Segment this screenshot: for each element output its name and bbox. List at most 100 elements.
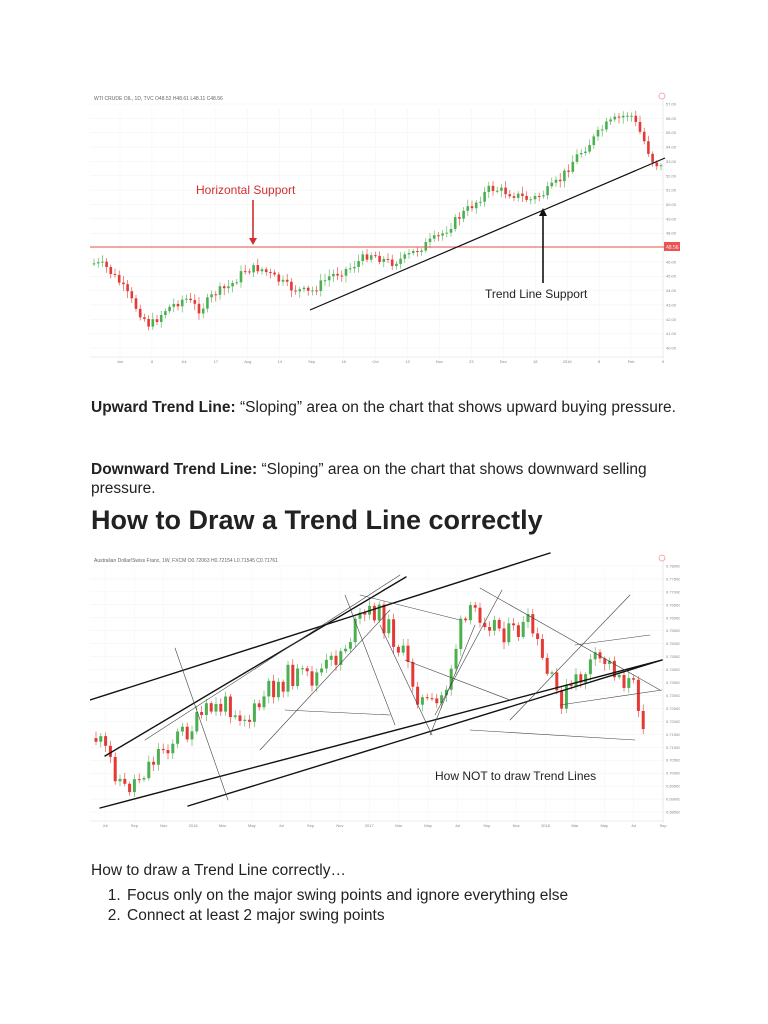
candle xyxy=(636,679,640,712)
candle xyxy=(238,715,242,721)
candle xyxy=(195,712,199,732)
candle xyxy=(185,298,188,300)
candle xyxy=(305,668,309,672)
candle xyxy=(222,286,226,289)
candle xyxy=(407,253,411,255)
y-tick-label: 0.75500 xyxy=(666,628,680,633)
candle xyxy=(479,201,482,203)
candle xyxy=(320,668,324,673)
trend-line-support-label: Trend Line Support xyxy=(485,287,588,301)
candle xyxy=(168,306,171,312)
y-tick-label: 51.00 xyxy=(666,188,677,193)
candle xyxy=(458,217,461,219)
x-tick-label: Sep xyxy=(308,359,316,364)
y-tick-label: 0.74000 xyxy=(666,667,680,672)
candle xyxy=(267,680,271,697)
candle xyxy=(592,136,596,146)
candle xyxy=(344,269,348,276)
y-tick-label: 0.72500 xyxy=(666,706,680,711)
candle xyxy=(193,300,197,304)
candle xyxy=(358,612,362,619)
candle xyxy=(555,672,559,691)
candle xyxy=(464,618,468,621)
candle xyxy=(231,282,234,287)
candle xyxy=(156,748,160,765)
y-tick-label: 54.00 xyxy=(666,145,677,150)
candle xyxy=(609,119,612,122)
candle xyxy=(310,671,314,686)
candle xyxy=(444,689,448,696)
candle xyxy=(152,761,156,765)
candle xyxy=(260,269,264,272)
y-tick-label: 0.70500 xyxy=(666,758,680,763)
crude-oil-chart-svg: Horizontal Support Trend Line Support WT… xyxy=(90,88,680,370)
candle xyxy=(290,281,293,291)
y-tick-label: 45.00 xyxy=(666,274,677,279)
y-tick-label: 42.00 xyxy=(666,317,677,322)
candle xyxy=(281,681,285,692)
candle xyxy=(449,668,453,690)
candle xyxy=(123,778,127,784)
candle xyxy=(588,659,592,675)
candle xyxy=(399,258,402,264)
candle xyxy=(92,263,96,265)
x-tick-label: 16 xyxy=(341,359,346,364)
candle xyxy=(180,299,184,307)
x-tick-label: Nov xyxy=(436,359,443,364)
candle xyxy=(248,719,252,722)
y-tick-label: 46.00 xyxy=(666,259,677,264)
x-tick-label: May xyxy=(248,823,256,828)
candle xyxy=(166,750,170,754)
candle xyxy=(508,194,512,197)
trend-line xyxy=(574,634,651,646)
candle xyxy=(495,190,499,192)
y-tick-label: 40.00 xyxy=(666,346,677,351)
candle xyxy=(617,116,621,118)
upward-trend-line-body: “Sloping” area on the chart that shows u… xyxy=(235,398,676,416)
candle xyxy=(96,262,100,264)
candle xyxy=(159,314,163,322)
candle xyxy=(459,618,463,649)
candle xyxy=(579,674,583,683)
x-tick-label: Jul xyxy=(631,823,636,828)
candle xyxy=(571,161,575,172)
candle xyxy=(491,185,495,191)
candle xyxy=(319,280,323,292)
x-tick-label: Nov xyxy=(336,823,343,828)
candle xyxy=(126,284,129,292)
candle xyxy=(300,668,304,670)
candle xyxy=(104,736,108,746)
candle xyxy=(218,286,222,295)
candle xyxy=(507,623,511,643)
candle xyxy=(531,614,535,634)
candle xyxy=(327,276,331,281)
candle xyxy=(176,731,180,744)
candle xyxy=(512,196,516,198)
y-tick-label: 0.70000 xyxy=(666,771,680,776)
candle xyxy=(596,129,600,137)
candle xyxy=(302,287,306,290)
candle xyxy=(252,265,255,273)
x-tick-label: 2016 xyxy=(563,359,573,364)
candle xyxy=(239,271,243,283)
candle xyxy=(296,668,300,686)
y-tick-label: 50.00 xyxy=(666,202,677,207)
candle xyxy=(353,618,357,643)
trend-support-arrowhead xyxy=(539,208,547,216)
x-tick-label: May xyxy=(600,823,608,828)
x-tick-label: 23 xyxy=(469,359,474,364)
candle xyxy=(537,195,541,197)
settings-icon xyxy=(658,554,666,562)
candle xyxy=(575,154,579,162)
candle xyxy=(420,250,423,252)
y-tick-label: 0.69500 xyxy=(666,784,680,789)
trend-line xyxy=(404,659,511,701)
candle xyxy=(392,619,396,647)
candle xyxy=(99,736,103,742)
x-tick-label: Oct xyxy=(372,359,379,364)
candle xyxy=(584,151,587,153)
x-tick-label: Jun xyxy=(117,359,123,364)
candle xyxy=(204,703,208,715)
candle xyxy=(647,141,650,154)
candle xyxy=(315,672,319,686)
